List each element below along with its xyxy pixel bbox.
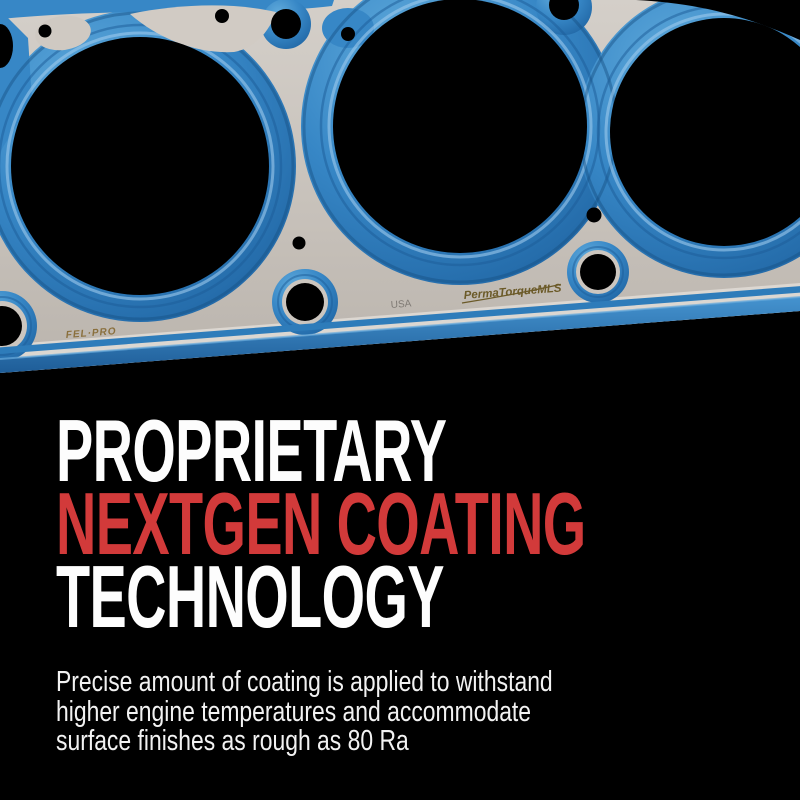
bead-detail [327,0,593,259]
bolt-hole [286,283,324,321]
bead-detail [0,23,283,309]
bolt-hole [271,9,301,39]
coolant-hole [549,0,579,20]
headline-line-3: TECHNOLOGY [56,547,445,646]
bolt-hole [580,254,616,290]
cylinder-bore-2 [333,0,587,253]
small-passage [341,27,355,41]
origin-stamp-usa: USA [390,298,412,311]
small-passage [38,24,52,38]
gasket-photo: FEL·PRO USA PermaTorqueMLS [0,0,800,373]
bolt-hole [0,306,22,346]
sealing-bead [0,286,800,354]
headline-line-2-accent: NEXTGEN COATING [56,474,586,573]
background-wedge [636,0,800,40]
body-copy-line: higher engine temperatures and accommoda… [56,695,532,728]
silver-ear [130,5,276,53]
body-copy: Precise amount of coating is applied to … [56,666,553,757]
brand-stamp-felpro: FEL·PRO [65,326,117,341]
headline-line-1: PROPRIETARY [56,401,447,500]
bead-detail [5,31,275,301]
bead-detail [572,246,624,298]
bead-detail [0,296,32,356]
silver-ear [35,15,91,51]
cylinder-bore-1 [11,37,269,295]
bead-detail [604,12,800,252]
stamp-underline [461,283,561,304]
edge-highlight [0,296,800,360]
small-passage [215,9,229,23]
small-passage [586,207,602,223]
bottom-edge-coating [0,297,800,373]
body-copy-line: surface finishes as rough as 80 Ra [56,725,409,757]
cylinder-bore-3 [610,18,800,246]
small-passage [292,236,306,250]
body-copy-line: Precise amount of coating is applied to … [56,666,553,698]
edge-notch [0,24,13,68]
